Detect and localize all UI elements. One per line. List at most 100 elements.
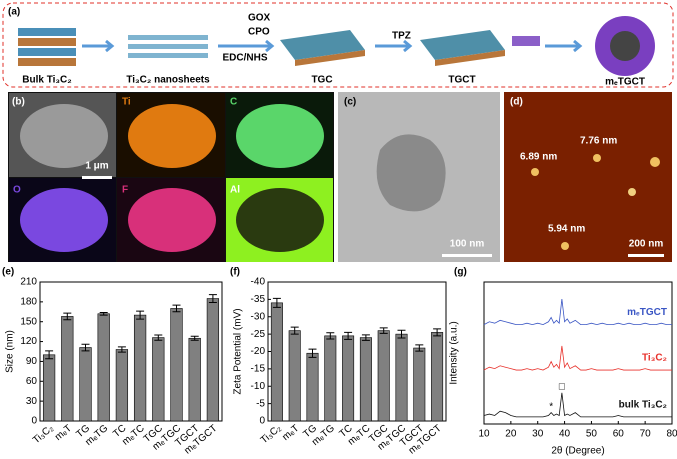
height-label: 6.89 nm bbox=[520, 152, 557, 163]
bar bbox=[395, 333, 408, 422]
panel-label: (a) bbox=[8, 7, 20, 18]
reagent: CPO bbox=[248, 27, 270, 38]
step-label: TGCT bbox=[448, 75, 475, 86]
y-axis-title: Size (nm) bbox=[5, 330, 16, 373]
x-tick-label: 60 bbox=[613, 429, 625, 440]
membrane bbox=[512, 36, 540, 46]
error-bar bbox=[326, 332, 335, 340]
error-bar bbox=[415, 344, 424, 352]
panel-label: (d) bbox=[510, 97, 523, 108]
element-label: Al bbox=[230, 185, 240, 196]
bar bbox=[342, 335, 355, 422]
y-tick-label: 0 bbox=[31, 416, 37, 427]
panel-label: (b) bbox=[12, 97, 25, 108]
series-label: Ti₃C₂ bbox=[642, 353, 667, 364]
error-bar bbox=[81, 343, 90, 352]
y-tick-label: -5 bbox=[256, 398, 265, 409]
plot-frame bbox=[483, 281, 673, 425]
arrow bbox=[545, 39, 583, 53]
error-bar bbox=[190, 335, 199, 341]
error-bar bbox=[272, 297, 281, 308]
scheme-frame bbox=[2, 2, 674, 88]
bar bbox=[115, 349, 129, 422]
bar bbox=[170, 308, 183, 422]
y-tick-label: -40 bbox=[251, 277, 266, 288]
scale-label: 1 μm bbox=[85, 161, 108, 172]
arrow bbox=[375, 39, 413, 53]
plot-frame bbox=[39, 281, 223, 422]
scale-label: 100 nm bbox=[450, 239, 485, 250]
core bbox=[610, 31, 640, 61]
tgc-sheet bbox=[280, 30, 365, 66]
step-label: Bulk Ti₃C₂ bbox=[22, 75, 71, 86]
bulk-layers bbox=[18, 28, 76, 66]
nanosheets bbox=[128, 35, 208, 58]
error-bar bbox=[154, 334, 163, 341]
error-bar bbox=[117, 346, 126, 353]
bar bbox=[431, 332, 444, 422]
error-bar bbox=[172, 304, 181, 313]
bar bbox=[288, 330, 301, 422]
height-label: 5.94 nm bbox=[548, 224, 585, 235]
x-tick-label: 70 bbox=[640, 429, 652, 440]
element-label: O bbox=[13, 185, 21, 196]
panel-label: (f) bbox=[230, 267, 240, 278]
panel-label: (c) bbox=[344, 97, 356, 108]
y-tick-label: 180 bbox=[20, 296, 37, 307]
panel-label: (g) bbox=[454, 267, 467, 278]
bar bbox=[188, 337, 201, 422]
series-label: mₑTGCT bbox=[627, 307, 667, 318]
bar bbox=[79, 347, 92, 422]
reagent: GOX bbox=[248, 13, 271, 24]
x-tick-label: 80 bbox=[666, 429, 677, 440]
bar bbox=[413, 347, 426, 422]
series-line bbox=[483, 345, 672, 371]
y-tick-label: -10 bbox=[251, 381, 266, 392]
afm-panel: (d) 6.89 nm 7.76 nm 5.94 nm 200 nm bbox=[504, 92, 672, 262]
y-tick-label: -20 bbox=[251, 346, 266, 357]
error-bar bbox=[99, 311, 108, 316]
error-bar bbox=[63, 312, 72, 321]
mapping-panel: (b) Ti C O F Al 1 μm bbox=[8, 92, 334, 262]
series-label: bulk Ti₃C₂ bbox=[619, 400, 667, 411]
step-label: Ti₃C₂ nanosheets bbox=[126, 75, 210, 86]
scheme: (a) Bulk Ti₃C₂ Ti₃C₂ nanosheets GOX CPO … bbox=[8, 7, 655, 88]
annotation: □ bbox=[559, 382, 565, 393]
element-label: F bbox=[122, 185, 128, 196]
bar bbox=[359, 337, 372, 422]
y-tick-label: 30 bbox=[26, 396, 38, 407]
x-tick-label: 50 bbox=[586, 429, 598, 440]
y-tick-label: 60 bbox=[26, 376, 38, 387]
error-bar bbox=[308, 348, 317, 358]
panel-label: (e) bbox=[2, 267, 14, 278]
height-label: 7.76 nm bbox=[580, 136, 617, 147]
bar bbox=[97, 313, 110, 422]
y-tick-label: 150 bbox=[20, 316, 37, 327]
arrow bbox=[218, 39, 275, 53]
y-tick-label: 90 bbox=[26, 356, 38, 367]
x-tick-label: 30 bbox=[532, 429, 544, 440]
scale-label: 200 nm bbox=[629, 239, 664, 250]
series-line bbox=[483, 298, 672, 326]
series-line bbox=[483, 392, 672, 418]
error-bar bbox=[361, 334, 370, 341]
y-axis-title: Intensity (a.u.) bbox=[449, 321, 460, 384]
bar bbox=[324, 335, 337, 422]
y-tick-label: 120 bbox=[20, 336, 37, 347]
error-bar bbox=[397, 329, 406, 339]
error-bar bbox=[379, 327, 388, 334]
bar bbox=[152, 337, 165, 422]
error-bar bbox=[344, 331, 353, 340]
y-tick-label: -15 bbox=[251, 364, 266, 375]
reagent: EDC/NHS bbox=[222, 53, 267, 64]
y-axis-title: Zeta Potential (mV) bbox=[233, 308, 244, 394]
tgct-sheet bbox=[420, 30, 505, 66]
step-label: mₑTGCT bbox=[605, 77, 645, 88]
error-bar bbox=[208, 294, 217, 304]
error-bar bbox=[433, 328, 442, 337]
reagent: TPZ bbox=[392, 31, 411, 42]
x-tick-label: 40 bbox=[559, 429, 571, 440]
